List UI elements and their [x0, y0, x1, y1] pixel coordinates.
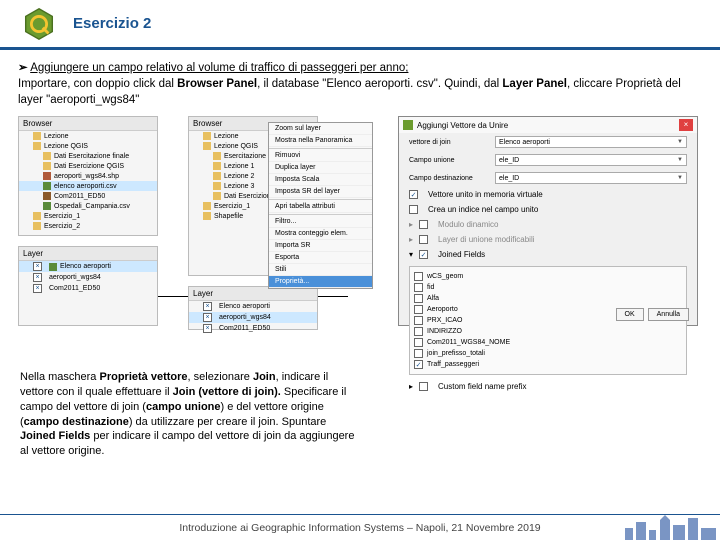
- menu-item: Filtro...: [269, 216, 372, 228]
- cancel-button[interactable]: Annulla: [648, 308, 689, 321]
- menu-item: Apri tabella attributi: [269, 201, 372, 213]
- panel-title: Layer: [19, 247, 157, 261]
- browser-panel-1: Browser Lezione Lezione QGIS Dati Eserci…: [18, 116, 158, 236]
- menu-item: Zoom sul layer: [269, 123, 372, 135]
- folder-icon: [213, 192, 221, 200]
- join-field-dropdown[interactable]: ele_ID▼: [495, 154, 687, 166]
- menu-item: Duplica layer: [269, 162, 372, 174]
- join-dialog: Aggiungi Vettore da Unire × vettore di j…: [398, 116, 698, 326]
- checkbox-icon[interactable]: [414, 349, 423, 358]
- folder-icon: [43, 152, 51, 160]
- join-layer-dropdown[interactable]: Elenco aeroporti▼: [495, 136, 687, 148]
- folder-icon: [213, 182, 221, 190]
- folder-icon: [203, 212, 211, 220]
- checkbox-icon[interactable]: ✓: [419, 250, 428, 259]
- checkbox-icon[interactable]: [414, 294, 423, 303]
- menu-item: Mostra conteggio elem.: [269, 228, 372, 240]
- slide-header: Esercizio 2: [0, 0, 720, 50]
- checkbox-icon[interactable]: ✓: [414, 360, 423, 369]
- csv-icon: [43, 182, 51, 190]
- folder-icon: [33, 132, 41, 140]
- ok-button[interactable]: OK: [616, 308, 644, 321]
- connector-line: [158, 296, 188, 297]
- slide-title: Esercizio 2: [73, 15, 151, 32]
- folder-icon: [33, 212, 41, 220]
- folder-icon: [33, 142, 41, 150]
- intro-text: ➢ Aggiungere un campo relativo al volume…: [0, 50, 720, 112]
- folder-icon: [213, 172, 221, 180]
- checkbox-icon[interactable]: [419, 220, 428, 229]
- bullet-icon: ➢: [18, 62, 28, 74]
- target-field-dropdown[interactable]: ele_ID▼: [495, 172, 687, 184]
- close-icon[interactable]: ×: [679, 119, 693, 131]
- panel-title: Layer: [189, 287, 317, 301]
- chevron-down-icon: ▼: [677, 175, 683, 181]
- checkbox-icon[interactable]: [414, 316, 423, 325]
- folder-icon: [203, 142, 211, 150]
- checkbox-icon: ×: [203, 324, 212, 333]
- highlighted-file: elenco aeroporti.csv: [19, 181, 157, 191]
- layer-icon: [43, 192, 51, 200]
- folder-icon: [33, 222, 41, 230]
- chevron-down-icon: ▼: [677, 139, 683, 145]
- checkbox-icon[interactable]: ✓: [409, 190, 418, 199]
- checkbox-icon[interactable]: [409, 205, 418, 214]
- layer-panel-2: Layer ×Elenco aeroporti ×aeroporti_wgs84…: [188, 286, 318, 330]
- checkbox-icon[interactable]: [414, 272, 423, 281]
- menu-item: Rimuovi: [269, 150, 372, 162]
- menu-item-selected: Proprietà...: [269, 276, 372, 288]
- menu-item: Esporta: [269, 252, 372, 264]
- context-menu: Zoom sul layer Mostra nella Panoramica R…: [268, 122, 373, 289]
- menu-item: Mostra nella Panoramica: [269, 135, 372, 147]
- menu-item: Stili: [269, 264, 372, 276]
- folder-icon: [213, 162, 221, 170]
- checkbox-icon: ×: [33, 284, 42, 293]
- shp-icon: [43, 172, 51, 180]
- menu-item: Imposta Scala: [269, 174, 372, 186]
- checkbox-icon: ×: [203, 302, 212, 311]
- folder-icon: [43, 162, 51, 170]
- layer-panel-1: Layer ×Elenco aeroporti ×aeroporti_wgs84…: [18, 246, 158, 326]
- qgis-icon: [403, 120, 413, 130]
- folder-icon: [203, 132, 211, 140]
- menu-item: Importa SR: [269, 240, 372, 252]
- checkbox-icon[interactable]: [414, 338, 423, 347]
- slide-footer: Introduzione ai Geographic Information S…: [0, 514, 720, 540]
- folder-icon: [203, 202, 211, 210]
- connector-line: [318, 296, 348, 297]
- checkbox-icon[interactable]: [414, 305, 423, 314]
- chevron-down-icon: ▼: [677, 157, 683, 163]
- checkbox-icon: ×: [33, 273, 42, 282]
- checkbox-icon: ×: [203, 313, 212, 322]
- checkbox-icon[interactable]: [419, 235, 428, 244]
- folder-icon: [213, 152, 221, 160]
- qgis-logo: [20, 5, 58, 43]
- screenshot-area: Browser Lezione Lezione QGIS Dati Eserci…: [18, 116, 702, 336]
- checkbox-icon[interactable]: [414, 327, 423, 336]
- dialog-titlebar: Aggiungi Vettore da Unire ×: [399, 117, 697, 133]
- checkbox-icon[interactable]: [419, 382, 428, 391]
- csv-icon: [49, 263, 57, 271]
- panel-title: Browser: [19, 117, 157, 131]
- explanation-text: Nella maschera Proprietà vettore, selezi…: [20, 370, 360, 459]
- checkbox-icon[interactable]: [414, 283, 423, 292]
- csv-icon: [43, 202, 51, 210]
- footer-text: Introduzione ai Geographic Information S…: [179, 522, 540, 534]
- menu-item: Imposta SR del layer: [269, 186, 372, 198]
- checkbox-icon: ×: [33, 262, 42, 271]
- cityscape-icon: [620, 510, 720, 540]
